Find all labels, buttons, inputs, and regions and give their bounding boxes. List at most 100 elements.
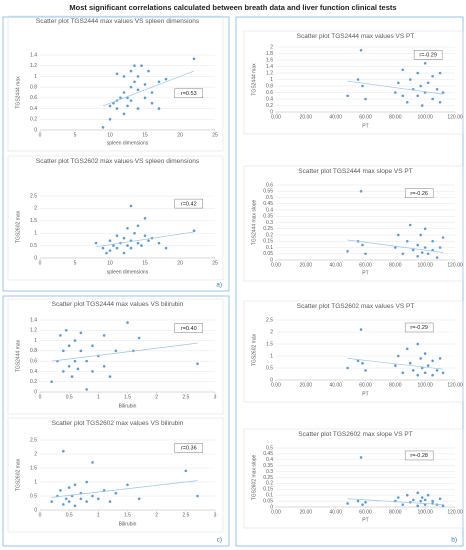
y-axis-label: TGS2602 max [15, 458, 21, 491]
x-tick-label: 5 [74, 260, 77, 266]
point [115, 72, 119, 76]
y-tick-label: 1.4 [30, 52, 37, 58]
x-tick-label: 40.00 [329, 114, 342, 120]
point [140, 244, 143, 247]
point [143, 234, 147, 237]
y-tick-label: 0.8 [266, 83, 273, 89]
x-tick-label: 2.5 [182, 394, 189, 400]
x-tick-label: 3 [214, 394, 217, 400]
point [73, 359, 77, 363]
chart-title: Scatter plot TGS2444 max values VS bilir… [51, 301, 184, 308]
point [64, 497, 68, 501]
panel-box [2, 295, 230, 547]
y-tick-label: 0.4 [266, 207, 273, 213]
annotation: r=0.42 [181, 201, 197, 207]
point [364, 97, 367, 101]
y-tick-label: 0.6 [266, 90, 273, 96]
point [143, 83, 147, 86]
annotation-box [174, 323, 203, 333]
x-tick-label: 60.00 [359, 509, 372, 515]
y-tick-label: 0.1 [266, 245, 273, 251]
x-tick-label: 25 [212, 132, 218, 138]
x-axis-label: PT [362, 123, 368, 129]
point [196, 494, 199, 498]
y-tick-label: 0 [34, 255, 37, 261]
point [140, 64, 143, 68]
point [115, 107, 119, 110]
y-tick-label: 0.45 [263, 451, 273, 457]
point [67, 344, 71, 348]
x-tick-label: 0 [39, 512, 42, 518]
point [79, 331, 83, 335]
point [129, 246, 133, 250]
chart-title: Scatter plot TGS2444 max values VS splee… [35, 18, 200, 25]
point [397, 233, 400, 237]
x-tick-label: 0.00 [271, 509, 281, 515]
point [416, 254, 420, 258]
x-tick-label: 0.00 [271, 262, 281, 268]
x-axis-label: PT [362, 517, 368, 523]
point [405, 239, 409, 243]
point [394, 246, 397, 249]
x-tick-label: 60.00 [359, 382, 372, 388]
x-tick-label: 20.00 [300, 114, 313, 120]
y-tick-label: 1 [34, 231, 37, 237]
y-tick-label: 0.25 [263, 475, 273, 481]
y-tick-label: 0.5 [30, 243, 37, 249]
x-tick-label: 3 [214, 512, 217, 518]
point [397, 496, 400, 499]
point [397, 81, 400, 85]
point [85, 388, 88, 391]
y-tick-label: 1 [34, 74, 37, 80]
point [70, 375, 74, 378]
point [126, 104, 129, 108]
x-tick-label: 20.00 [300, 382, 313, 388]
point [101, 126, 105, 129]
point [346, 249, 349, 253]
point [133, 80, 136, 84]
annotation-box [174, 198, 203, 209]
point [64, 328, 68, 332]
x-tick-label: 15 [142, 260, 148, 266]
y-tick-label: 0.05 [263, 251, 273, 257]
point [411, 369, 415, 372]
y-tick-label: 2 [34, 451, 37, 457]
point [426, 252, 430, 256]
point [416, 71, 420, 75]
point [426, 493, 430, 497]
x-tick-label: 10 [107, 260, 113, 266]
point [438, 357, 442, 360]
point [356, 359, 360, 363]
point [143, 217, 147, 220]
y-tick-label: 0 [270, 504, 273, 510]
y-tick-label: 0.4 [266, 96, 273, 102]
point [423, 371, 427, 375]
point [419, 499, 422, 503]
y-axis-label: TGS2602 max [251, 333, 257, 366]
point [361, 84, 364, 88]
point [67, 364, 71, 368]
point [119, 96, 122, 100]
point [136, 241, 140, 245]
point [431, 499, 434, 503]
point [129, 69, 133, 73]
point [435, 369, 439, 372]
y-tick-label: 0.2 [266, 232, 273, 238]
point [62, 349, 65, 353]
point [346, 502, 349, 505]
chart-title: Scatter plot TGS2444 max values VS PT [296, 33, 415, 40]
y-tick-label: 2 [270, 329, 273, 335]
y-tick-label: 0.6 [30, 358, 37, 364]
point [67, 500, 71, 503]
point [359, 48, 363, 52]
point [441, 371, 445, 375]
y-tick-label: 1 [270, 353, 273, 359]
annotation-box [404, 322, 434, 333]
point [359, 189, 363, 193]
y-tick-label: 0 [270, 377, 273, 383]
x-tick-label: 20 [177, 132, 183, 138]
point [408, 223, 412, 227]
point [431, 74, 434, 78]
annotation-box [404, 188, 434, 198]
point [401, 252, 405, 256]
